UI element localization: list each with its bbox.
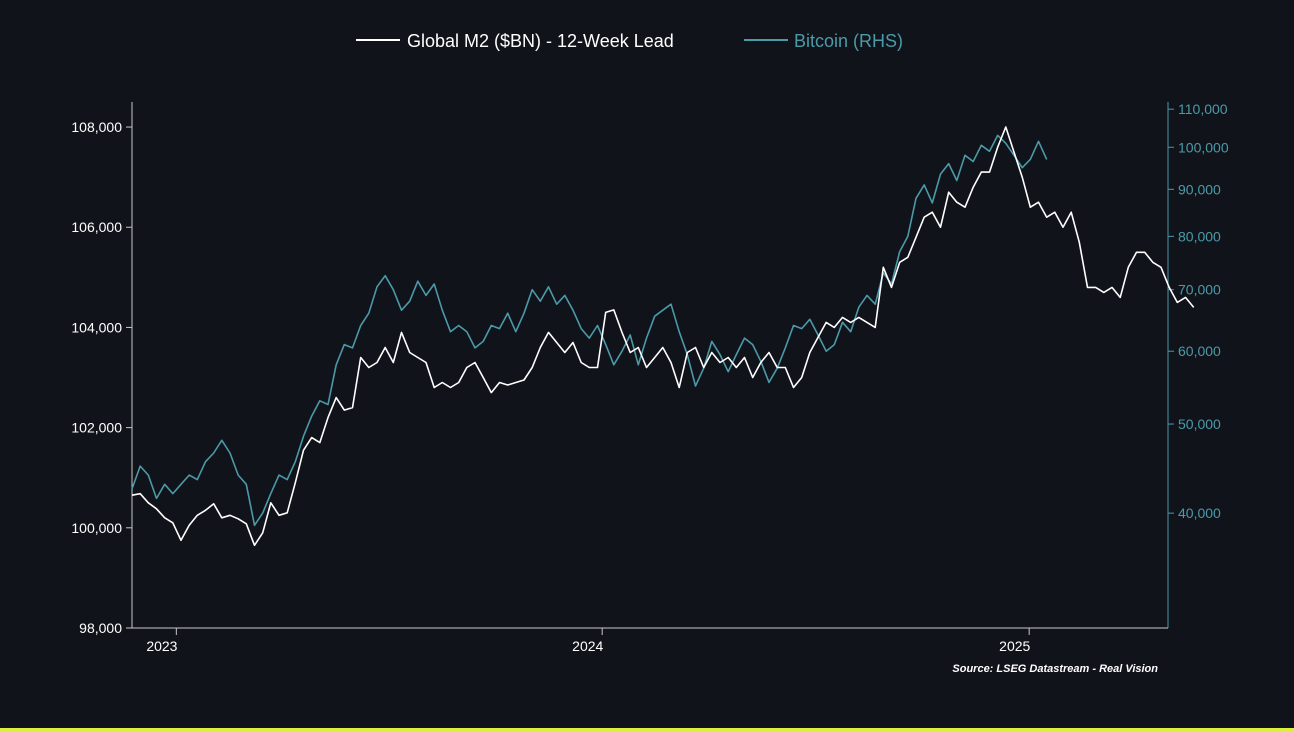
legend: Global M2 ($BN) - 12-Week Lead Bitcoin (…: [356, 31, 903, 51]
right-tick-label: 40,000: [1178, 505, 1221, 521]
right-tick-label: 50,000: [1178, 416, 1221, 432]
series-line-global-m2: [131, 126, 1195, 547]
right-tick-label: 60,000: [1178, 343, 1221, 359]
left-tick-label: 100,000: [71, 520, 122, 536]
right-tick-label: 100,000: [1178, 139, 1229, 155]
right-tick-label: 110,000: [1178, 101, 1228, 117]
x-tick-label: 2023: [146, 638, 177, 654]
series-line-bitcoin: [131, 134, 1048, 527]
x-tick-label: 2025: [999, 638, 1030, 654]
right-axis-ticks: 40,000 50,000 60,000 70,000 80,000 90,000 100,…: [1168, 101, 1229, 521]
left-tick-label: 102,000: [71, 420, 122, 436]
bottom-accent-bar: [0, 728, 1294, 732]
left-tick-label: 98,000: [79, 620, 122, 636]
legend-label-m2: Global M2 ($BN) - 12-Week Lead: [407, 31, 674, 51]
x-tick-label: 2024: [572, 638, 603, 654]
right-tick-label: 80,000: [1178, 228, 1221, 244]
x-axis-ticks: 2023 2024 2025: [146, 628, 1031, 654]
left-tick-label: 106,000: [71, 219, 122, 235]
source-note: Source: LSEG Datastream - Real Vision: [952, 663, 1158, 675]
legend-label-bitcoin: Bitcoin (RHS): [794, 31, 903, 51]
left-tick-label: 104,000: [71, 319, 122, 335]
right-tick-label: 70,000: [1178, 282, 1221, 298]
right-tick-label: 90,000: [1178, 181, 1221, 197]
left-tick-label: 108,000: [71, 119, 122, 135]
left-axis-ticks: 98,000 100,000 102,000 104,000 106,000 108,00…: [71, 119, 132, 636]
